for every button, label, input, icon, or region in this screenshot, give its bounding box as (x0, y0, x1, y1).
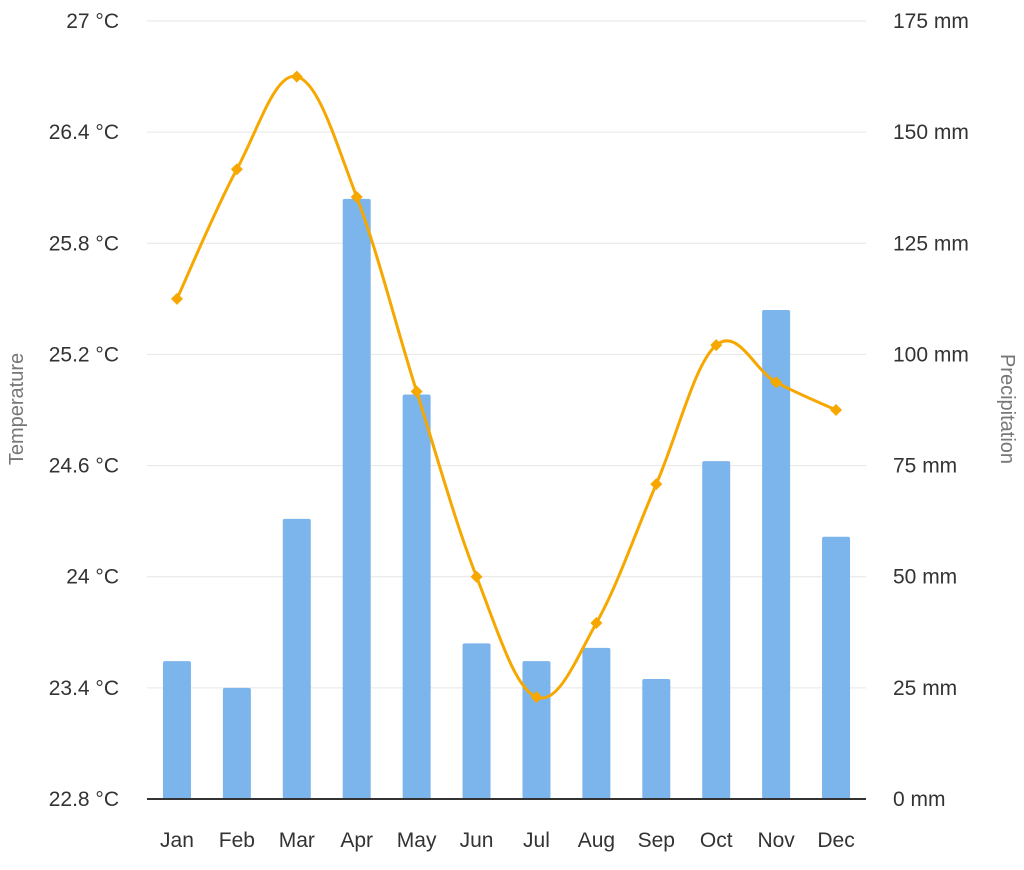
temperature-marker (470, 570, 483, 583)
x-tick-label: Apr (340, 829, 373, 852)
y-left-tick-label: 24.6 °C (49, 455, 119, 478)
precipitation-bar (162, 661, 191, 799)
precipitation-bar (702, 461, 731, 799)
y-right-tick-label: 100 mm (893, 343, 969, 366)
temperature-marker (290, 70, 303, 83)
x-tick-labels: Jan Feb Mar Apr May Jun Jul Aug Sep Oct Nov Dec (160, 829, 855, 852)
x-tick-label: Dec (817, 829, 854, 852)
x-tick-label: May (397, 829, 437, 852)
precipitation-bar (582, 647, 611, 799)
temperature-line (175, 75, 838, 700)
x-tick-label: Jan (160, 829, 194, 852)
y-left-tick-label: 22.8 °C (49, 788, 119, 811)
y-right-tick-label: 25 mm (893, 677, 957, 700)
temperature-marker (710, 339, 723, 352)
x-tick-label: Jun (460, 829, 494, 852)
y-right-tick-label: 150 mm (893, 121, 969, 144)
temperature-marker (230, 163, 243, 176)
precipitation-bar (282, 518, 311, 799)
temperature-marker (590, 617, 603, 630)
y-right-tick-label: 175 mm (893, 10, 969, 33)
precipitation-bar (342, 198, 371, 800)
precipitation-bar (762, 309, 791, 799)
precipitation-bars (162, 198, 851, 800)
y-left-tick-label: 24 °C (66, 566, 119, 589)
y-right-tick-label: 0 mm (893, 788, 946, 811)
precipitation-bar (402, 394, 431, 799)
y-right-tick-label: 75 mm (893, 455, 957, 478)
y-left-tick-label: 26.4 °C (49, 121, 119, 144)
temperature-marker (170, 292, 183, 305)
precipitation-bar (522, 661, 551, 799)
temperature-marker (350, 190, 363, 203)
temperature-marker (830, 404, 843, 416)
x-tick-label: Mar (279, 829, 315, 852)
temperature-marker (410, 385, 423, 398)
y-right-axis-title: Precipitation (996, 354, 1018, 464)
temperature-markers (170, 70, 843, 704)
precipitation-bar (462, 643, 491, 799)
y-left-axis-title: Temperature (6, 353, 28, 465)
temperature-marker (530, 691, 543, 704)
precipitation-bar (822, 536, 851, 799)
temperature-marker (770, 376, 783, 389)
y-left-tick-label: 23.4 °C (49, 677, 119, 700)
y-left-tick-label: 27 °C (66, 10, 119, 33)
x-tick-label: Feb (219, 829, 255, 852)
precipitation-bar (642, 678, 671, 799)
temperature-marker (650, 478, 663, 491)
x-tick-label: Jul (523, 829, 550, 852)
x-tick-label: Sep (638, 829, 675, 852)
x-tick-label: Nov (757, 829, 795, 852)
y-left-tick-labels: 22.8 °C 23.4 °C 24 °C 24.6 °C 25.2 °C 25.8 °C… (49, 10, 119, 811)
y-left-tick-label: 25.8 °C (49, 232, 119, 255)
x-tick-label: Oct (700, 829, 733, 852)
precipitation-bar (222, 687, 251, 799)
y-right-tick-label: 50 mm (893, 566, 957, 589)
y-right-tick-label: 125 mm (893, 232, 969, 255)
x-tick-label: Aug (578, 829, 615, 852)
y-right-tick-labels: 0 mm 25 mm 50 mm 75 mm 100 mm 125 mm 150 mm 175… (893, 10, 969, 811)
y-left-tick-label: 25.2 °C (49, 343, 119, 366)
grid-lines (147, 20, 866, 689)
